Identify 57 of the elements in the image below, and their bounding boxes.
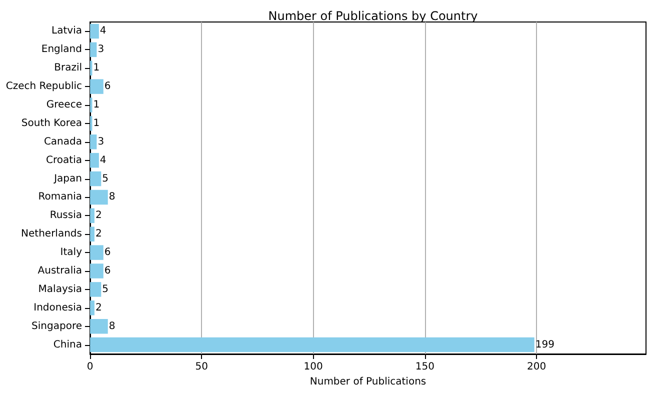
bar (90, 337, 534, 352)
y-tick-label: Indonesia (34, 302, 82, 314)
bar (90, 134, 97, 150)
y-tick-label: China (53, 339, 82, 350)
x-tick-label: 150 (415, 362, 434, 372)
bar (90, 208, 94, 224)
bar (90, 282, 102, 297)
y-tick-label: Latvia (52, 26, 82, 37)
data-label: 2 (95, 228, 102, 240)
data-label: 5 (102, 173, 109, 184)
data-label: 1 (93, 62, 100, 74)
bar (90, 190, 108, 205)
y-tick-label: Japan (53, 173, 82, 184)
data-label: 2 (95, 302, 102, 314)
bar (90, 171, 102, 186)
data-label: 4 (100, 26, 106, 37)
y-tick-label: Netherlands (21, 228, 82, 240)
bar (90, 318, 108, 334)
data-label: 3 (98, 44, 104, 56)
x-tick-label: 50 (195, 362, 208, 372)
bar (90, 42, 97, 58)
data-label: 8 (108, 320, 116, 332)
bar (90, 152, 99, 168)
data-label: 4 (100, 154, 106, 166)
bar (90, 226, 94, 242)
y-tick-label: England (41, 44, 82, 56)
bar (90, 245, 104, 260)
x-tick-label: 0 (86, 362, 94, 372)
y-tick-label: Brazil (54, 62, 82, 74)
y-tick-label: Russia (50, 210, 82, 222)
y-tick-label: Greece (46, 100, 82, 110)
y-tick-label: Czech Republic (6, 81, 82, 92)
data-label: 1 (93, 118, 100, 129)
data-label: 6 (104, 81, 111, 92)
y-tick-label: South Korea (21, 118, 82, 129)
bar (90, 24, 99, 39)
data-label: 2 (95, 210, 102, 222)
x-tick-label: 200 (527, 362, 546, 372)
data-label: 5 (102, 284, 109, 295)
data-label: 1 (93, 100, 100, 110)
y-tick-label: Australia (38, 266, 82, 276)
x-tick-label: 100 (304, 362, 323, 372)
y-tick-label: Malaysia (38, 284, 82, 295)
bar (90, 264, 104, 278)
y-tick-label: Romania (38, 192, 82, 203)
y-tick-label: Italy (60, 247, 82, 258)
y-tick-label: Canada (44, 136, 82, 148)
data-label: 6 (104, 247, 111, 258)
bar (90, 300, 94, 316)
data-label: 6 (104, 266, 111, 276)
bar (90, 79, 104, 94)
data-label: 3 (98, 136, 104, 148)
x-axis-title: Number of Publications (310, 376, 426, 388)
data-label: 199 (535, 339, 554, 350)
y-tick-label: Singapore (32, 320, 82, 332)
y-tick-label: Croatia (46, 154, 82, 166)
data-label: 8 (108, 192, 116, 203)
